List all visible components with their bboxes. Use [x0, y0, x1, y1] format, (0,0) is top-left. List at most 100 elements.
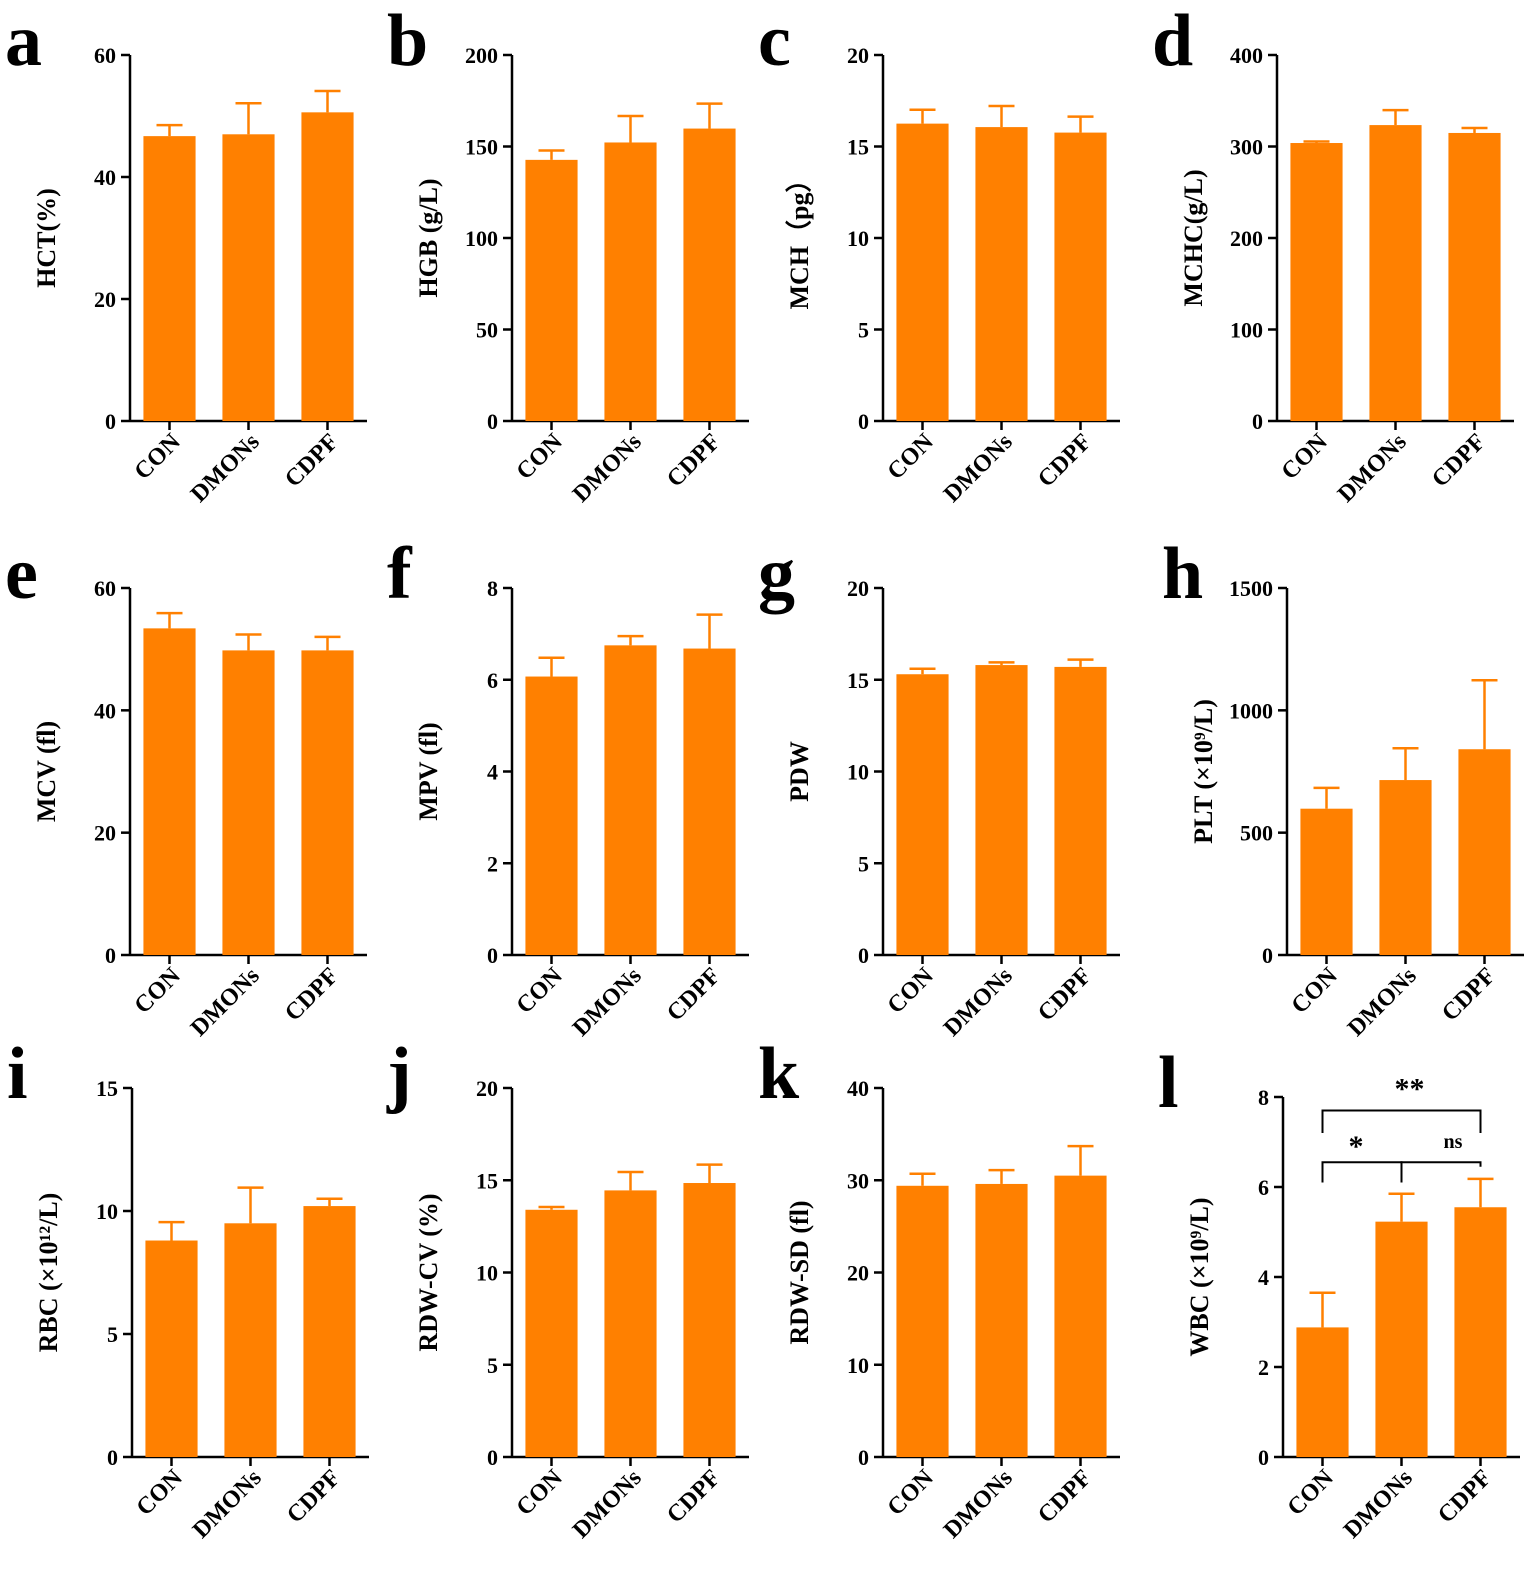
- x-tick-label: CON: [132, 1464, 189, 1521]
- y-tick-label: 2: [487, 851, 498, 876]
- chart-panel-d: d 0 100 200 300 400 MCHC(g/L) CON DMONs CDPF: [1152, 0, 1514, 508]
- significance-label: ns: [1444, 1131, 1463, 1153]
- chart-panel-c: c 0 5 10 15 20 MCH（pg） CON DMONs CDPF: [758, 0, 1120, 508]
- chart-panel-i: i 0 5 10 15 RBC (×10¹²/L) CON DMONs CDPF: [7, 1033, 369, 1544]
- bar-cdpf: [1054, 1175, 1107, 1457]
- x-tick-label: CON: [512, 428, 569, 485]
- panel-letter: h: [1162, 533, 1203, 615]
- panel-letter: e: [5, 533, 38, 615]
- bar-cdpf: [301, 112, 354, 421]
- y-tick-label: 20: [94, 287, 116, 312]
- y-tick-label: 100: [465, 226, 498, 251]
- y-axis-label: HCT(%): [32, 188, 61, 288]
- y-tick-label: 1000: [1229, 698, 1273, 723]
- y-tick-label: 15: [476, 1168, 498, 1193]
- y-tick-label: 200: [465, 43, 498, 68]
- x-tick-label: CON: [130, 428, 187, 485]
- bar-dmons: [975, 665, 1028, 955]
- bar-con: [143, 136, 196, 421]
- bar-cdpf: [303, 1206, 356, 1457]
- y-tick-label: 8: [487, 576, 498, 601]
- significance-label: **: [1395, 1073, 1425, 1106]
- bar-con: [896, 674, 949, 955]
- y-tick-label: 60: [94, 576, 116, 601]
- x-tick-label: CDPF: [1433, 1465, 1497, 1529]
- bar-cdpf: [683, 128, 736, 422]
- y-tick-label: 10: [847, 226, 869, 251]
- y-tick-label: 10: [847, 1353, 869, 1378]
- significance-bracket: [1400, 1161, 1482, 1183]
- panel-letter: l: [1158, 1042, 1179, 1124]
- y-tick-label: 15: [847, 668, 869, 693]
- bar-dmons: [1369, 125, 1422, 422]
- y-tick-label: 20: [847, 1261, 869, 1286]
- y-tick-label: 0: [1252, 409, 1263, 434]
- x-tick-label: CDPF: [662, 1465, 726, 1529]
- significance-bracket: [1321, 1161, 1403, 1183]
- y-tick-label: 6: [1258, 1175, 1269, 1200]
- x-tick-label: CDPF: [1437, 963, 1501, 1027]
- y-tick-label: 150: [465, 135, 498, 160]
- panel-letter: f: [387, 533, 413, 615]
- bar-dmons: [1379, 780, 1432, 955]
- y-tick-label: 40: [847, 1076, 869, 1101]
- chart-panel-b: b 0 50 100 150 200 HGB (g/L) CON DMONs CDPF: [387, 0, 749, 508]
- y-axis-label: RBC (×10¹²/L): [34, 1193, 63, 1353]
- y-tick-label: 20: [94, 821, 116, 846]
- x-tick-label: CON: [883, 428, 940, 485]
- bar-con: [1300, 808, 1353, 955]
- y-tick-label: 2: [1258, 1355, 1269, 1380]
- chart-panel-e: e 0 20 40 60 MCV (fl) CON DMONs CDPF: [5, 533, 367, 1042]
- y-axis-label: MCV (fl): [32, 721, 61, 822]
- x-tick-label: DMONs: [186, 963, 265, 1042]
- chart-panel-f: f 0 2 4 6 8 MPV (fl) CON DMONs CDPF: [387, 533, 749, 1042]
- x-tick-label: DMONs: [568, 963, 647, 1042]
- x-tick-label: DMONs: [186, 429, 265, 508]
- bar-cdpf: [1454, 1207, 1507, 1457]
- panel-letter: i: [7, 1033, 28, 1115]
- y-tick-label: 0: [487, 943, 498, 968]
- y-tick-label: 8: [1258, 1085, 1269, 1110]
- x-tick-label: DMONs: [1343, 963, 1422, 1042]
- x-tick-label: DMONs: [568, 429, 647, 508]
- y-tick-label: 6: [487, 668, 498, 693]
- y-tick-label: 300: [1230, 135, 1263, 160]
- chart-panel-a: a 0 20 40 60 HCT(%) CON DMONs CDPF: [5, 0, 367, 508]
- y-axis-label: MPV (fl): [414, 722, 443, 820]
- y-tick-label: 30: [847, 1168, 869, 1193]
- y-axis-label: RDW-SD (fl): [785, 1200, 814, 1344]
- x-tick-label: CDPF: [282, 1465, 346, 1529]
- panel-letter: a: [5, 0, 42, 82]
- y-tick-label: 60: [94, 43, 116, 68]
- y-tick-label: 50: [476, 318, 498, 343]
- bar-con: [896, 123, 949, 421]
- bar-con: [896, 1185, 949, 1457]
- y-tick-label: 20: [847, 43, 869, 68]
- y-axis-label: PDW: [785, 741, 814, 802]
- y-tick-label: 4: [1258, 1265, 1269, 1290]
- bar-cdpf: [1054, 132, 1107, 422]
- bar-dmons: [975, 1183, 1028, 1457]
- y-tick-label: 10: [847, 760, 869, 785]
- x-tick-label: CON: [130, 962, 187, 1019]
- bar-dmons: [604, 645, 657, 955]
- chart-panel-g: g 0 5 10 15 20 PDW CON DMONs CDPF: [758, 533, 1120, 1042]
- x-tick-label: CDPF: [280, 963, 344, 1027]
- bar-con: [145, 1240, 198, 1457]
- y-axis-label: RDW-CV (%): [414, 1193, 443, 1351]
- y-tick-label: 100: [1230, 318, 1263, 343]
- y-tick-label: 5: [858, 318, 869, 343]
- x-tick-label: DMONs: [188, 1465, 267, 1544]
- y-tick-label: 0: [107, 1445, 118, 1470]
- bar-dmons: [604, 142, 657, 421]
- y-tick-label: 0: [487, 409, 498, 434]
- y-tick-label: 20: [847, 576, 869, 601]
- y-tick-label: 15: [96, 1076, 118, 1101]
- significance-label: *: [1349, 1130, 1364, 1163]
- x-tick-label: DMONs: [939, 1465, 1018, 1544]
- bar-dmons: [222, 650, 275, 955]
- panel-letter: d: [1152, 0, 1193, 82]
- bar-cdpf: [683, 1183, 736, 1457]
- x-tick-label: CON: [1283, 1464, 1340, 1521]
- y-tick-label: 0: [487, 1445, 498, 1470]
